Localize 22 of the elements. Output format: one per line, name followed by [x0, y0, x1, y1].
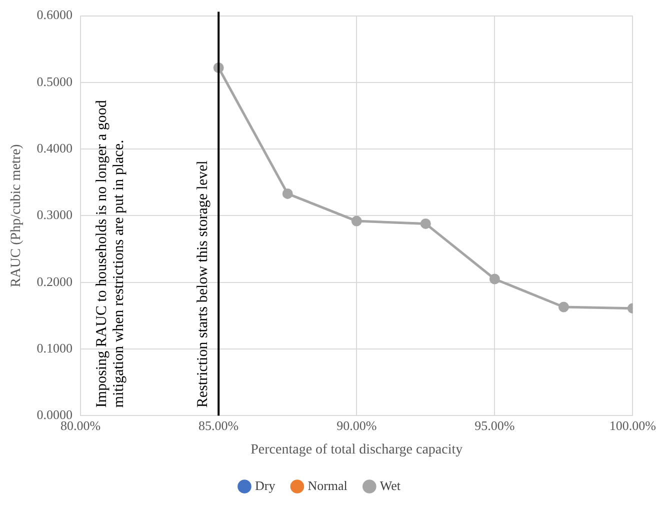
point	[420, 218, 431, 229]
x-axis-title: Percentage of total discharge capacity	[250, 442, 463, 458]
x-tick-label: 90.00%	[336, 418, 377, 433]
y-tick-label: 0.3000	[36, 207, 73, 222]
point	[351, 216, 362, 226]
legend-label: Wet	[380, 478, 401, 493]
annotation: Imposing RAUC to households is no longer a good mitigation when restrictions are put in place.	[94, 100, 127, 408]
y-tick-label: 0.1000	[36, 340, 73, 356]
point	[489, 274, 500, 284]
point	[282, 188, 293, 199]
y-axis-title: RAUC (Php/cubic metre)	[9, 144, 24, 288]
x-tick-label: 100.00%	[609, 418, 656, 433]
y-tick-label: 0.2000	[36, 274, 73, 289]
x-tick-label: 85.00%	[198, 418, 239, 433]
y-tick-label: 0.5000	[36, 74, 73, 89]
legend-label: Dry	[254, 478, 276, 493]
y-tick-label: 0.4000	[36, 140, 73, 156]
point	[558, 302, 569, 312]
x-tick-label: 95.00%	[474, 418, 515, 433]
ref-line-label: Restriction starts below this storage level	[195, 160, 212, 408]
y-tick-label: 0.6000	[36, 7, 73, 22]
legend-label: Normal	[308, 478, 348, 493]
